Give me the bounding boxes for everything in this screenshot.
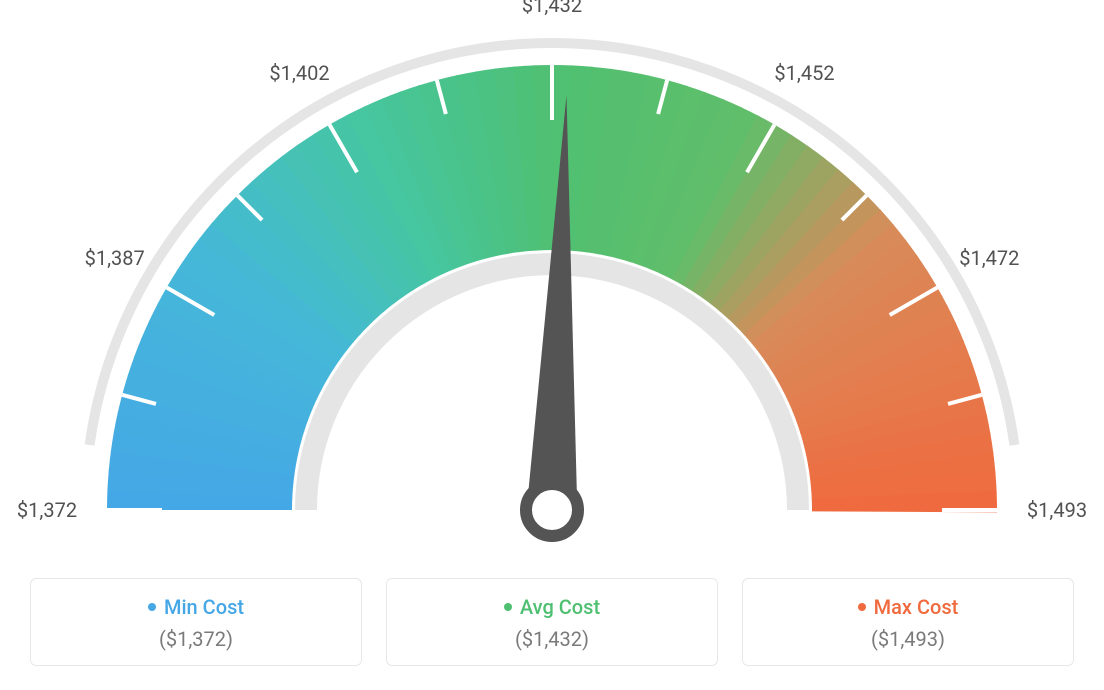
dot-icon: [148, 603, 156, 611]
legend-max-header: Max Cost: [743, 595, 1073, 619]
legend-row: Min Cost ($1,372) Avg Cost ($1,432) Max …: [0, 578, 1104, 666]
legend-min-value: ($1,372): [31, 627, 361, 651]
legend-avg-value: ($1,432): [387, 627, 717, 651]
legend-max-label: Max Cost: [874, 595, 959, 619]
gauge-chart-container: $1,372 $1,387 $1,402 $1,432 $1,452 $1,472 $1,4…: [0, 0, 1104, 690]
legend-min-header: Min Cost: [31, 595, 361, 619]
gauge-tick-label: $1,452: [774, 61, 834, 85]
legend-card-avg: Avg Cost ($1,432): [386, 578, 718, 666]
gauge-tick-label: $1,402: [269, 61, 329, 85]
dot-icon: [504, 603, 512, 611]
gauge-tick-label: $1,493: [1027, 498, 1087, 522]
legend-card-min: Min Cost ($1,372): [30, 578, 362, 666]
dot-icon: [858, 603, 866, 611]
legend-min-label: Min Cost: [164, 595, 244, 619]
legend-card-max: Max Cost ($1,493): [742, 578, 1074, 666]
legend-avg-label: Avg Cost: [520, 595, 600, 619]
gauge-tick-label: $1,372: [17, 498, 77, 522]
gauge-area: $1,372 $1,387 $1,402 $1,432 $1,452 $1,472 $1,4…: [0, 0, 1104, 560]
legend-max-value: ($1,493): [743, 627, 1073, 651]
gauge-tick-label: $1,387: [85, 246, 145, 270]
gauge-tick-label: $1,472: [959, 246, 1019, 270]
gauge-svg: [0, 0, 1104, 560]
gauge-tick-label: $1,432: [522, 0, 582, 17]
legend-avg-header: Avg Cost: [387, 595, 717, 619]
